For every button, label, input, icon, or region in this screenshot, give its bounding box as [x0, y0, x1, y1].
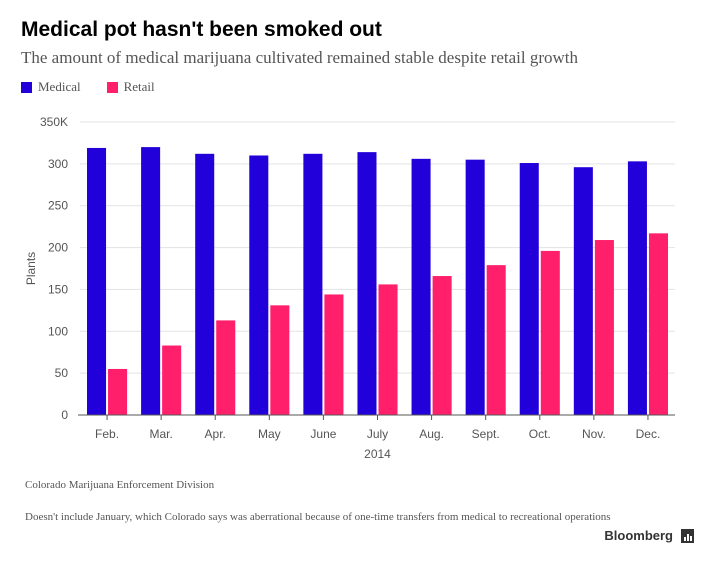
- bar-retail: [216, 320, 236, 415]
- legend-label-retail: Retail: [123, 79, 155, 94]
- x-axis-label: 2014: [364, 447, 391, 461]
- x-tick-label: Feb.: [95, 427, 119, 441]
- chart-subtitle: The amount of medical marijuana cultivat…: [21, 48, 579, 67]
- x-tick-label: May: [258, 427, 281, 441]
- x-tick-label: June: [310, 427, 336, 441]
- y-tick-label: 250: [48, 199, 68, 213]
- bar-retail: [108, 368, 128, 415]
- bar-medical: [357, 152, 377, 415]
- bar-retail: [378, 284, 398, 415]
- y-tick-label: 50: [55, 366, 69, 380]
- x-tick-label: July: [367, 427, 388, 441]
- legend-label-medical: Medical: [38, 79, 81, 94]
- bar-medical: [573, 167, 593, 415]
- bar-chart-icon: [681, 528, 694, 543]
- bar-retail: [594, 240, 614, 415]
- bar-medical: [411, 158, 431, 415]
- bar-retail: [162, 345, 182, 415]
- chart-legend: Medical Retail: [21, 79, 181, 95]
- bar-retail: [648, 233, 668, 415]
- bar-retail: [324, 294, 344, 415]
- bar-medical: [627, 161, 647, 415]
- x-tick-label: Nov.: [582, 427, 606, 441]
- legend-swatch-retail: [106, 81, 118, 93]
- source-note: Colorado Marijuana Enforcement Division: [25, 479, 215, 491]
- bar-retail: [432, 276, 452, 415]
- brand-logo: Bloomberg: [604, 528, 694, 543]
- x-tick-label: Dec.: [636, 427, 661, 441]
- bar-medical: [195, 153, 215, 415]
- x-tick-label: Aug.: [419, 427, 444, 441]
- footnote: Doesn't include January, which Colorado …: [25, 511, 611, 523]
- bar-retail: [486, 265, 506, 415]
- bar-medical: [249, 155, 269, 415]
- y-tick-label: 200: [48, 241, 68, 255]
- x-tick-label: Sept.: [472, 427, 500, 441]
- bar-medical: [87, 147, 107, 416]
- y-axis-label: Plants: [24, 252, 38, 285]
- x-tick-label: Mar.: [149, 427, 172, 441]
- bar-medical: [141, 147, 161, 415]
- chart-title: Medical pot hasn't been smoked out: [21, 18, 382, 41]
- brand-name: Bloomberg: [604, 528, 673, 543]
- y-tick-label: 100: [48, 324, 68, 338]
- bar-retail: [540, 250, 560, 415]
- bar-retail: [270, 305, 290, 415]
- x-tick-label: Oct.: [529, 427, 551, 441]
- y-tick-label: 150: [48, 282, 68, 296]
- bar-medical: [465, 159, 485, 415]
- legend-item-retail: Retail: [106, 79, 155, 95]
- bar-medical: [519, 163, 539, 415]
- legend-swatch-medical: [21, 81, 32, 93]
- bar-chart: 0 50 100 150 200 250 300 350K Feb. Mar. Apr. May Jun…: [24, 115, 675, 461]
- x-tick-label: Apr.: [205, 427, 226, 441]
- y-tick-label: 0: [61, 408, 68, 422]
- y-tick-label: 350K: [40, 115, 68, 129]
- legend-item-medical: Medical: [21, 79, 81, 95]
- bar-medical: [303, 153, 323, 415]
- y-tick-label: 300: [48, 157, 68, 171]
